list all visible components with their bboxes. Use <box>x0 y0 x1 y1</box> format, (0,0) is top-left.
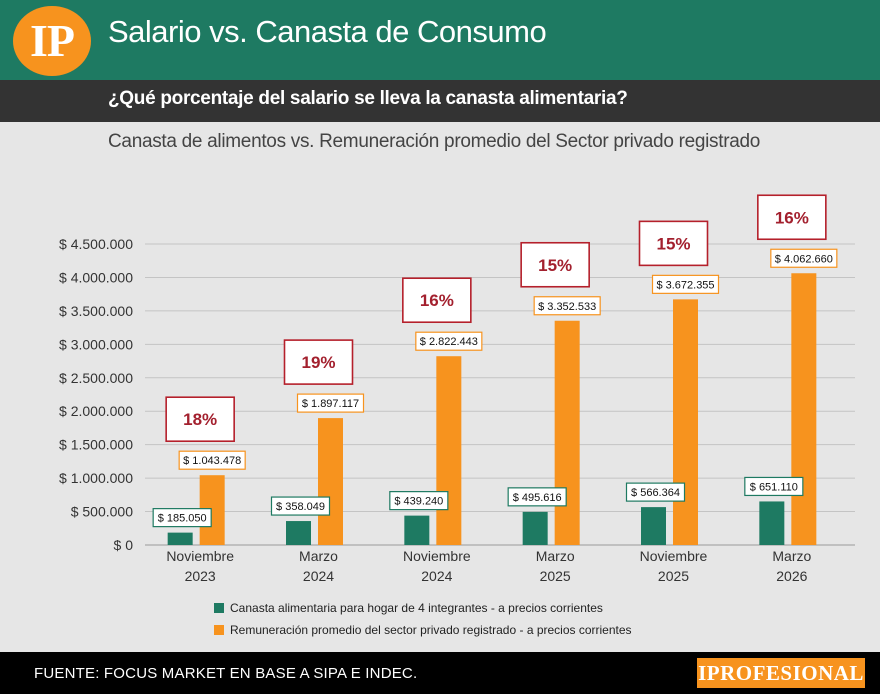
percentage-box <box>165 396 235 443</box>
legend-item-remuneracion: Remuneración promedio del sector privado… <box>214 619 632 641</box>
data-label-box-canasta <box>507 487 567 507</box>
ip-logo: IP <box>13 6 91 76</box>
data-label-box-remuneracion <box>770 248 838 268</box>
data-label-box-canasta <box>270 496 331 516</box>
data-label-remuneracion: $ 2.822.443 <box>420 336 478 348</box>
percentage-label: 15% <box>656 234 690 253</box>
percentage-box <box>757 194 827 241</box>
bar-canasta <box>522 511 548 545</box>
data-label-box-remuneracion <box>296 393 365 413</box>
bar-remuneracion <box>436 356 462 545</box>
data-label-remuneracion: $ 3.352.533 <box>538 301 596 313</box>
y-tick-label: $ 1.500.000 <box>59 437 133 453</box>
x-tick-label-month: Noviembre <box>640 548 708 564</box>
percentage-box <box>283 339 354 385</box>
bar-canasta <box>167 532 193 545</box>
y-tick-label: $ 4.500.000 <box>59 236 133 252</box>
bar-canasta <box>404 515 430 545</box>
legend-swatch-canasta <box>214 603 224 613</box>
percentage-box <box>402 277 472 324</box>
bar-canasta <box>286 521 311 545</box>
percentage-label: 16% <box>420 291 454 310</box>
chart-title: Canasta de alimentos vs. Remuneración pr… <box>108 131 761 152</box>
chart-legend: Canasta alimentaria para hogar de 4 inte… <box>214 597 632 641</box>
y-tick-label: $ 4.000.000 <box>59 269 133 285</box>
x-tick-label-year: 2026 <box>776 568 807 584</box>
data-label-canasta: $ 439.240 <box>394 496 443 508</box>
bar-remuneracion <box>673 299 698 545</box>
x-tick-label-month: Marzo <box>772 548 811 564</box>
percentage-label: 15% <box>538 256 572 275</box>
y-tick-label: $ 3.500.000 <box>59 303 133 319</box>
legend-item-canasta: Canasta alimentaria para hogar de 4 inte… <box>214 597 632 619</box>
bar-canasta <box>641 507 666 545</box>
data-label-canasta: $ 566.364 <box>631 487 680 499</box>
percentage-label: 16% <box>775 208 809 227</box>
x-tick-label-year: 2025 <box>540 568 571 584</box>
y-tick-label: $ 500.000 <box>71 504 133 520</box>
data-label-canasta: $ 358.049 <box>276 501 325 513</box>
data-label-box-remuneracion <box>651 274 720 294</box>
bar-remuneracion <box>318 418 343 545</box>
subtitle-bar: ¿Qué porcentaje del salario se lleva la … <box>0 80 880 122</box>
x-tick-label-year: 2025 <box>658 568 689 584</box>
footer: FUENTE: FOCUS MARKET EN BASE A SIPA E IN… <box>0 652 880 694</box>
source-note: FUENTE: FOCUS MARKET EN BASE A SIPA E IN… <box>34 665 418 682</box>
data-label-box-remuneracion <box>178 450 246 470</box>
x-tick-label-year: 2023 <box>185 568 216 584</box>
y-tick-label: $ 3.000.000 <box>59 336 133 352</box>
bar-canasta <box>759 501 785 545</box>
x-tick-label-month: Marzo <box>299 548 338 564</box>
legend-swatch-remuneracion <box>214 625 224 635</box>
legend-label-remuneracion: Remuneración promedio del sector privado… <box>230 623 632 637</box>
data-label-box-canasta <box>625 482 686 502</box>
x-tick-label-month: Marzo <box>536 548 575 564</box>
x-tick-label-year: 2024 <box>303 568 334 584</box>
x-tick-label-month: Noviembre <box>166 548 234 564</box>
data-label-box-remuneracion <box>415 331 483 351</box>
data-label-canasta: $ 185.050 <box>158 513 207 525</box>
data-label-canasta: $ 495.616 <box>513 492 562 504</box>
y-tick-label: $ 0 <box>114 537 134 553</box>
percentage-label: 18% <box>183 410 217 429</box>
data-label-box-canasta <box>152 508 212 528</box>
data-label-box-canasta <box>744 476 804 497</box>
y-tick-label: $ 2.500.000 <box>59 370 133 386</box>
data-label-remuneracion: $ 3.672.355 <box>656 279 714 291</box>
data-label-remuneracion: $ 1.043.478 <box>183 455 241 467</box>
bar-remuneracion <box>554 320 580 545</box>
y-tick-label: $ 2.000.000 <box>59 403 133 419</box>
page-subtitle: ¿Qué porcentaje del salario se lleva la … <box>108 88 628 109</box>
data-label-remuneracion: $ 1.897.117 <box>302 398 359 410</box>
page-title: Salario vs. Canasta de Consumo <box>108 14 547 49</box>
legend-label-canasta: Canasta alimentaria para hogar de 4 inte… <box>230 601 603 615</box>
data-label-remuneracion: $ 4.062.660 <box>775 253 833 265</box>
brand-logo: IPROFESIONAL <box>697 658 865 688</box>
data-label-box-remuneracion <box>533 296 601 316</box>
percentage-box <box>638 220 709 267</box>
data-label-box-canasta <box>389 491 449 511</box>
percentage-box <box>520 241 590 288</box>
header: IP Salario vs. Canasta de Consumo <box>0 0 880 80</box>
x-tick-label-month: Noviembre <box>403 548 471 564</box>
percentage-label: 19% <box>301 353 335 372</box>
x-tick-label-year: 2024 <box>421 568 452 584</box>
y-tick-label: $ 1.000.000 <box>59 470 133 486</box>
data-label-canasta: $ 651.110 <box>750 481 798 493</box>
bar-remuneracion <box>791 273 817 545</box>
